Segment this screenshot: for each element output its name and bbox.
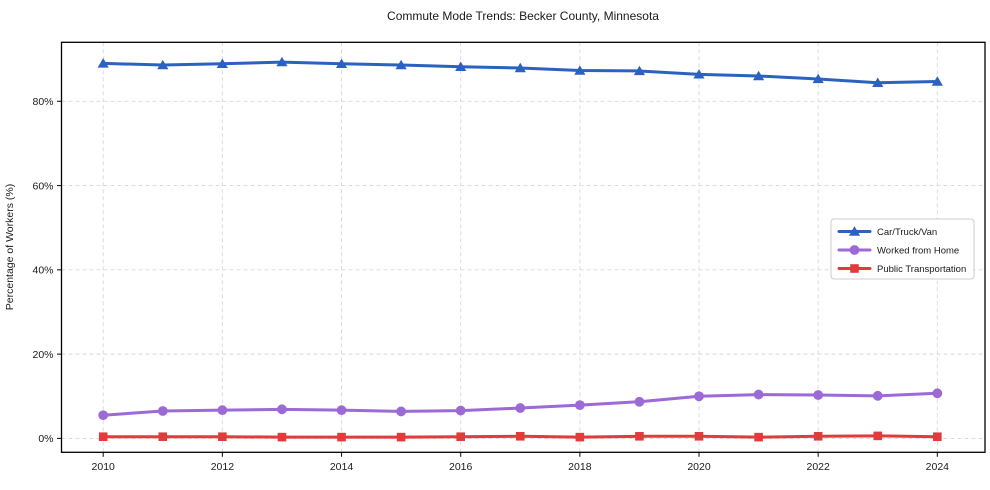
- data-point-marker: [277, 404, 287, 415]
- data-point-marker: [813, 390, 824, 400]
- data-point-marker: [635, 431, 644, 441]
- data-point-marker: [455, 405, 466, 416]
- data-point-marker: [98, 410, 109, 421]
- chart-title: Commute Mode Trends: Becker County, Minn…: [387, 9, 659, 23]
- data-point-marker: [873, 431, 883, 441]
- legend-box: [830, 218, 975, 280]
- axis-ticks: 0% 20% 40% 60% 80% 2010 2012 2014 2016 2018 2020 20…: [32, 96, 949, 473]
- data-point-marker: [932, 388, 943, 399]
- data-point-marker: [754, 432, 763, 442]
- data-point-marker: [574, 65, 586, 75]
- x-tick-label: 2020: [687, 461, 711, 473]
- data-point-marker: [752, 70, 765, 81]
- data-point-marker: [337, 432, 346, 442]
- data-point-marker: [634, 396, 645, 407]
- data-point-marker: [872, 390, 883, 401]
- data-point-marker: [872, 77, 884, 87]
- data-point-marker: [575, 432, 585, 442]
- data-point-marker: [157, 406, 168, 416]
- data-point-marker: [97, 58, 109, 68]
- data-point-marker: [216, 58, 228, 68]
- data-point-marker: [574, 400, 585, 411]
- data-point-marker: [813, 431, 823, 441]
- legend-label-worked-from-home: Worked from Home: [877, 246, 959, 257]
- y-tick-label: 60%: [32, 180, 53, 192]
- data-point-marker: [931, 76, 943, 86]
- data-series: [97, 56, 943, 442]
- data-point-marker: [276, 56, 288, 67]
- x-tick-label: 2012: [211, 461, 235, 473]
- x-tick-label: 2014: [330, 461, 354, 473]
- data-point-marker: [157, 59, 169, 70]
- data-point-marker: [98, 432, 108, 442]
- x-tick-label: 2024: [926, 461, 950, 473]
- data-point-marker: [277, 432, 287, 442]
- data-point-marker: [336, 405, 347, 416]
- plot-border: [60, 41, 986, 453]
- data-point-marker: [753, 389, 764, 400]
- data-point-marker: [396, 406, 407, 417]
- data-point-marker: [396, 432, 406, 442]
- y-tick-label: 80%: [32, 96, 53, 108]
- data-point-marker: [694, 391, 704, 402]
- data-point-marker: [812, 73, 824, 84]
- data-point-marker: [217, 405, 228, 416]
- legend-swatches: [837, 226, 872, 273]
- data-point-marker: [515, 431, 525, 441]
- data-point-marker: [693, 69, 705, 79]
- y-tick-label: 20%: [32, 349, 53, 361]
- x-tick-label: 2018: [568, 461, 592, 473]
- data-point-marker: [514, 62, 526, 73]
- data-point-marker: [694, 431, 704, 441]
- data-point-marker: [455, 61, 467, 71]
- x-tick-label: 2016: [449, 461, 473, 473]
- y-axis-label: Percentage of Workers (%): [4, 184, 16, 310]
- y-tick-label: 40%: [32, 265, 53, 277]
- legend-swatch-marker: [850, 264, 859, 273]
- legend-label-car-truck-van: Car/Truck/Van: [877, 227, 937, 238]
- data-point-marker: [456, 432, 465, 442]
- data-point-marker: [633, 65, 646, 76]
- data-point-marker: [158, 432, 168, 442]
- data-point-marker: [218, 432, 227, 442]
- legend-swatch-marker: [848, 226, 861, 236]
- x-tick-label: 2010: [92, 461, 116, 473]
- data-point-marker: [395, 59, 407, 70]
- data-point-marker: [335, 58, 348, 68]
- legend: Car/Truck/Van Worked from Home Public Tr…: [830, 218, 975, 280]
- data-point-marker: [933, 432, 942, 442]
- y-tick-label: 0%: [38, 433, 53, 445]
- legend-swatch-marker: [849, 245, 860, 255]
- x-tick-label: 2022: [806, 461, 830, 473]
- data-point-marker: [515, 403, 526, 413]
- legend-label-public-transportation: Public Transportation: [877, 264, 966, 275]
